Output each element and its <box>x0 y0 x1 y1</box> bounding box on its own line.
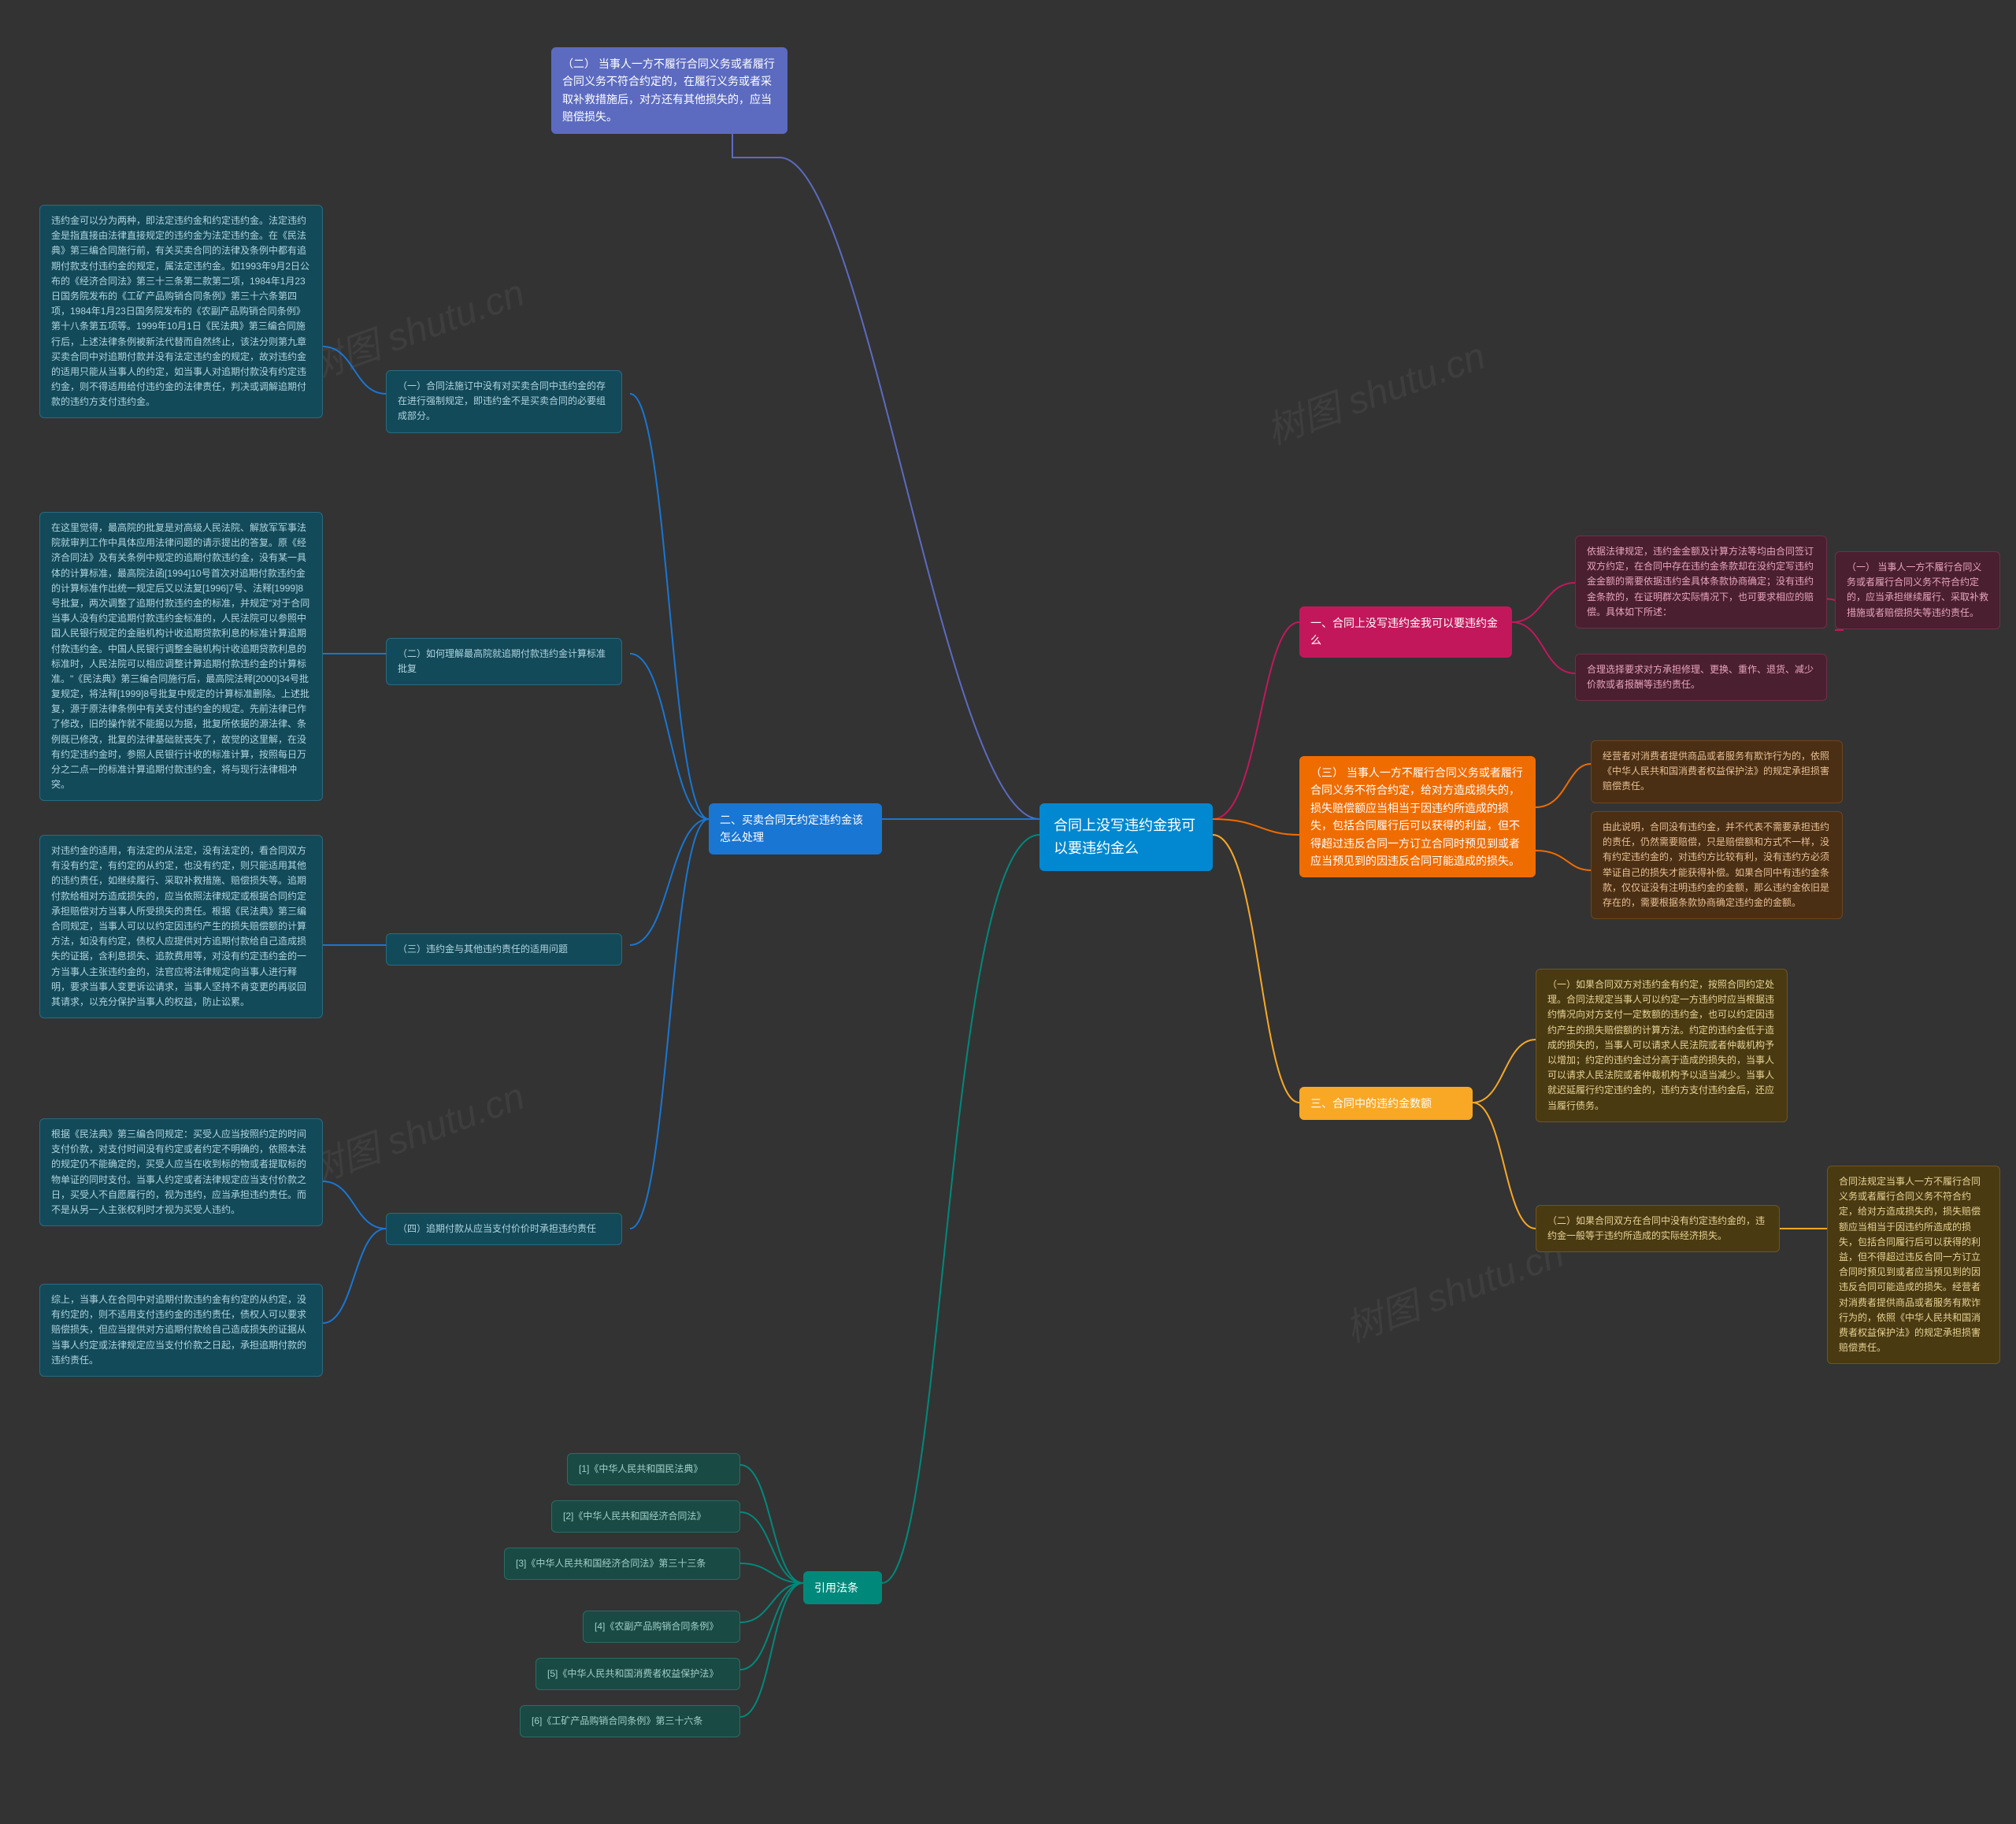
branch4-leaf4a: 根据《民法典》第三编合同规定：买受人应当按照约定的时间支付价款，对支付时间没有约… <box>39 1118 323 1226</box>
watermark: 树图 shutu.cn <box>1258 324 1492 454</box>
branch4-leaf3: 对违约金的适用，有法定的从法定，没有法定的，看合同双方有没有约定，有约定的从约定… <box>39 835 323 1018</box>
branch5-item-1: [2]《中华人民共和国经济合同法》 <box>551 1500 740 1533</box>
branch5-item-0: [1]《中华人民共和国民法典》 <box>567 1453 740 1485</box>
branch4-sub4: （四）追期付款从应当支付价价时承担违约责任 <box>386 1213 622 1245</box>
branch1-node: 一、合同上没写违约金我可以要违约金么 <box>1299 606 1512 658</box>
branch4-sub1: （一）合同法施订中没有对买卖合同中违约金的存在进行强制规定，即违约金不是买卖合同… <box>386 370 622 433</box>
watermark: 树图 shutu.cn <box>297 1065 531 1195</box>
branch5-item-2: [3]《中华人民共和国经济合同法》第三十三条 <box>504 1548 740 1580</box>
branch2-leaf1: 经营者对消费者提供商品或者服务有欺诈行为的，依照《中华人民共和国消费者权益保护法… <box>1591 740 1843 803</box>
branch4-leaf4b: 综上，当事人在合同中对追期付款违约金有约定的从约定，没有约定的，则不适用支付违约… <box>39 1284 323 1377</box>
branch2-node: （三） 当事人一方不履行合同义务或者履行合同义务不符合约定，给对方造成损失的，损… <box>1299 756 1536 877</box>
branch2-leaf2: 由此说明，合同没有违约金，并不代表不需要承担违约的责任，仍然需要赔偿，只是赔偿额… <box>1591 811 1843 919</box>
branch3-sub2: （二）如果合同双方在合同中没有约定违约金的，违约金一般等于违约所造成的实际经济损… <box>1536 1205 1780 1252</box>
branch4-leaf1: 违约金可以分为两种，即法定违约金和约定违约金。法定违约金是指直接由法律直接规定的… <box>39 205 323 418</box>
branch4-leaf2: 在这里觉得，最高院的批复是对高级人民法院、解放军军事法院就审判工作中具体应用法律… <box>39 512 323 801</box>
branch4-sub2: （二）如何理解最高院就追期付款违约金计算标准批复 <box>386 638 622 685</box>
branch1-sibling: （一） 当事人一方不履行合同义务或者履行合同义务不符合约定的，应当承担继续履行、… <box>1835 551 2000 629</box>
branch1-leaf1: 依据法律规定，违约金金额及计算方法等均由合同签订双方约定，在合同中存在违约金条款… <box>1575 536 1827 628</box>
branch3-node: 三、合同中的违约金数额 <box>1299 1087 1473 1120</box>
branch4-sub3: （三）违约金与其他违约责任的适用问题 <box>386 933 622 966</box>
branch5-item-3: [4]《农副产品购销合同条例》 <box>583 1611 740 1643</box>
branch3-sub1: （一）如果合同双方对违约金有约定，按照合同约定处理。合同法规定当事人可以约定一方… <box>1536 969 1788 1122</box>
branch5-item-5: [6]《工矿产品购销合同条例》第三十六条 <box>520 1705 740 1737</box>
branch-top-node: （二） 当事人一方不履行合同义务或者履行合同义务不符合约定的，在履行义务或者采取… <box>551 47 788 134</box>
branch5-node: 引用法条 <box>803 1571 882 1604</box>
branch4-node: 二、买卖合同无约定违约金该怎么处理 <box>709 803 882 855</box>
branch3-leaf2: 合同法规定当事人一方不履行合同义务或者履行合同义务不符合约定，给对方造成损失的，… <box>1827 1166 2000 1364</box>
branch1-leaf2: 合理选择要求对方承担修理、更换、重作、退货、减少价款或者报酬等违约责任。 <box>1575 654 1827 701</box>
branch5-item-4: [5]《中华人民共和国消费者权益保护法》 <box>536 1658 740 1690</box>
center-node: 合同上没写违约金我可以要违约金么 <box>1040 803 1213 871</box>
